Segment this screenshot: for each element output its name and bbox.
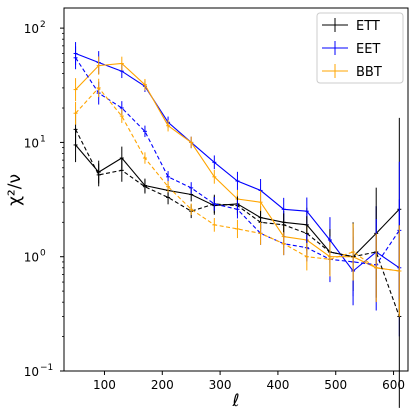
y-axis-label: χ²/ν [5, 174, 25, 206]
y-tick-exponent: −1 [40, 363, 53, 373]
y-tick-exponent: 2 [40, 20, 46, 30]
x-tick-label: 400 [266, 378, 289, 392]
x-tick-label: 200 [151, 378, 174, 392]
plot-frame [63, 7, 409, 372]
y-tick-exponent: 1 [40, 134, 46, 144]
series-line [75, 87, 400, 272]
y-tick-label: 10 [24, 251, 39, 265]
y-tick-exponent: 0 [40, 249, 46, 259]
x-axis-label: ℓ [231, 391, 239, 411]
series-eet-1 [73, 42, 402, 337]
y-tick-label: 10 [24, 136, 39, 150]
legend-box [316, 12, 404, 84]
series-dashed-3 [73, 112, 402, 408]
series-line [75, 52, 400, 272]
series-line [75, 62, 400, 272]
y-tick-label: 10 [24, 22, 39, 36]
x-tick-label: 600 [382, 378, 405, 392]
legend-label: BBT [356, 65, 382, 80]
y-tick-label: 10 [24, 365, 39, 379]
legend-label: ETT [356, 19, 380, 34]
x-tick-label: 300 [209, 378, 232, 392]
x-tick-label: 100 [93, 378, 116, 392]
x-tick-label: 500 [324, 378, 347, 392]
series-layer [73, 42, 402, 408]
legend-label: EET [356, 42, 380, 57]
series-dashed-5 [73, 78, 402, 317]
legend: ETT EET BBT [316, 12, 404, 84]
